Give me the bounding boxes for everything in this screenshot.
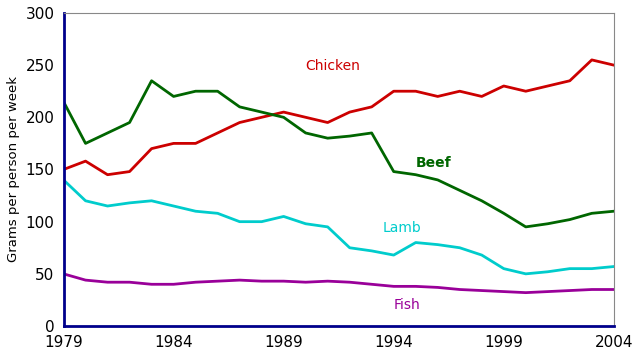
Text: Lamb: Lamb [383,221,421,235]
Text: Chicken: Chicken [306,59,360,73]
Text: Fish: Fish [394,298,420,312]
Y-axis label: Grams per person per week: Grams per person per week [7,76,20,262]
Text: Beef: Beef [416,156,451,170]
